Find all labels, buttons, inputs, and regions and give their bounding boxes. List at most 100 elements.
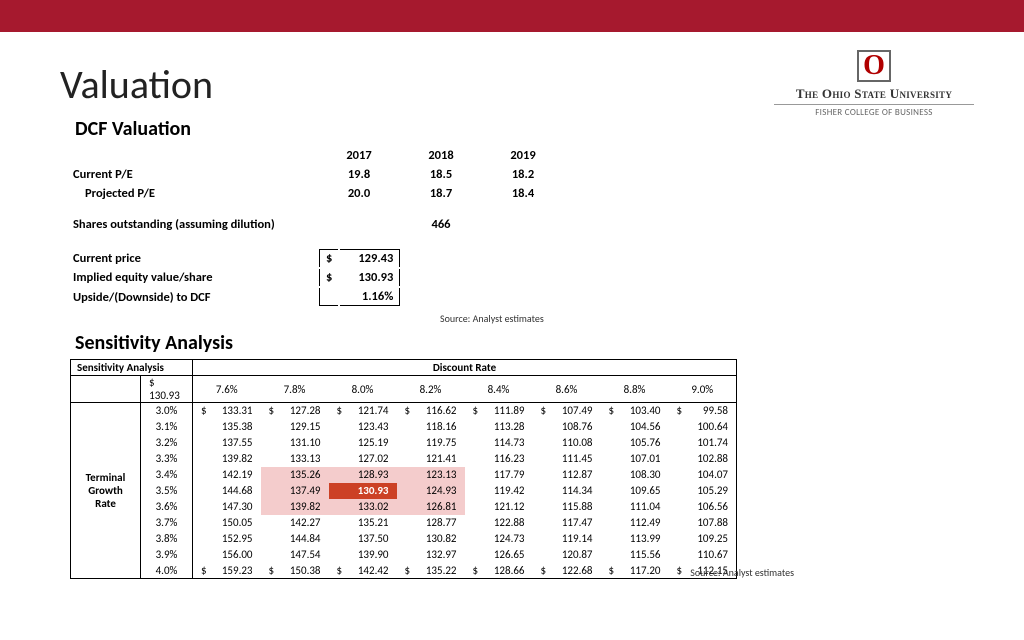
sens-cell: 119.75 bbox=[397, 435, 465, 451]
sens-col-header: 8.0% bbox=[329, 376, 397, 403]
sens-row-header: 3.0% bbox=[141, 403, 193, 419]
sens-cell: 119.42 bbox=[465, 483, 533, 499]
sens-cell: 119.14 bbox=[533, 531, 601, 547]
sens-cell: 100.64 bbox=[669, 419, 737, 435]
top-bar bbox=[0, 0, 1024, 32]
sens-cell: 112.87 bbox=[533, 467, 601, 483]
sens-cell: $117.20 bbox=[601, 563, 669, 579]
sens-cell: $111.89 bbox=[465, 403, 533, 419]
shares-val: 466 bbox=[401, 216, 481, 233]
sens-cell: 110.08 bbox=[533, 435, 601, 451]
sens-cell: $122.68 bbox=[533, 563, 601, 579]
sens-row-header: 4.0% bbox=[141, 563, 193, 579]
dcf-row-label: Projected P/E bbox=[67, 185, 317, 202]
sens-cell: 108.30 bbox=[601, 467, 669, 483]
sens-cell: 108.76 bbox=[533, 419, 601, 435]
price-label: Upside/(Downside) to DCF bbox=[67, 288, 317, 306]
dcf-source: Source: Analyst estimates bbox=[440, 312, 964, 325]
sens-cell: 117.79 bbox=[465, 467, 533, 483]
sens-cell: 122.88 bbox=[465, 515, 533, 531]
price-label: Implied equity value/share bbox=[67, 269, 317, 286]
dcf-row-label: Current P/E bbox=[67, 166, 317, 183]
sens-cell: 113.99 bbox=[601, 531, 669, 547]
sens-row-header: 3.4% bbox=[141, 467, 193, 483]
sens-cell: 137.49 bbox=[261, 483, 329, 499]
sens-cell: 106.56 bbox=[669, 499, 737, 515]
sens-cell: 101.74 bbox=[669, 435, 737, 451]
sens-cell: 135.26 bbox=[261, 467, 329, 483]
sens-cell: 142.19 bbox=[193, 467, 261, 483]
dcf-heading: DCF Valuation bbox=[75, 117, 964, 141]
sens-cell: $128.66 bbox=[465, 563, 533, 579]
sens-cell: $159.23 bbox=[193, 563, 261, 579]
sens-cell: 125.19 bbox=[329, 435, 397, 451]
sens-cell: $121.74 bbox=[329, 403, 397, 419]
sens-cell: 147.54 bbox=[261, 547, 329, 563]
sens-col-header: 7.8% bbox=[261, 376, 329, 403]
price-val: 129.43 bbox=[340, 249, 400, 267]
sens-col-header: 8.8% bbox=[601, 376, 669, 403]
dcf-cell: 18.5 bbox=[401, 166, 481, 183]
price-block: Current price$129.43 Implied equity value… bbox=[65, 247, 402, 308]
sens-cell: 152.95 bbox=[193, 531, 261, 547]
sens-cell: 135.21 bbox=[329, 515, 397, 531]
sens-cell: 137.55 bbox=[193, 435, 261, 451]
sens-cell: 126.81 bbox=[397, 499, 465, 515]
sens-cell: 147.30 bbox=[193, 499, 261, 515]
sens-cell: $135.22 bbox=[397, 563, 465, 579]
sens-row-header: 3.9% bbox=[141, 547, 193, 563]
sens-cell: 133.02 bbox=[329, 499, 397, 515]
sens-cell: 109.25 bbox=[669, 531, 737, 547]
sens-cell: $127.28 bbox=[261, 403, 329, 419]
sens-cell: 115.88 bbox=[533, 499, 601, 515]
sens-row-header: 3.6% bbox=[141, 499, 193, 515]
sens-cell: 117.47 bbox=[533, 515, 601, 531]
sens-cell: 114.34 bbox=[533, 483, 601, 499]
price-prefix: $ bbox=[319, 269, 338, 286]
price-val: 130.93 bbox=[340, 269, 400, 286]
sens-row-header: 3.8% bbox=[141, 531, 193, 547]
sens-row-header: 3.1% bbox=[141, 419, 193, 435]
sens-pivot: $130.93 bbox=[141, 376, 193, 403]
price-val: 1.16% bbox=[340, 288, 400, 306]
sens-cell: $107.49 bbox=[533, 403, 601, 419]
dcf-cell: 20.0 bbox=[319, 185, 399, 202]
sens-cell: 128.77 bbox=[397, 515, 465, 531]
sens-cell: 116.23 bbox=[465, 451, 533, 467]
sens-col-header: 8.2% bbox=[397, 376, 465, 403]
sens-cell: 121.12 bbox=[465, 499, 533, 515]
sens-cell: 113.28 bbox=[465, 419, 533, 435]
sens-cell: 130.93 bbox=[329, 483, 397, 499]
sens-cell: 105.29 bbox=[669, 483, 737, 499]
sens-cell: 144.68 bbox=[193, 483, 261, 499]
sens-cell: 123.43 bbox=[329, 419, 397, 435]
sens-cell: 131.10 bbox=[261, 435, 329, 451]
sens-row-header: 3.7% bbox=[141, 515, 193, 531]
sens-cell: 124.93 bbox=[397, 483, 465, 499]
sens-cell: 123.13 bbox=[397, 467, 465, 483]
price-label: Current price bbox=[67, 249, 317, 267]
year-2: 2019 bbox=[483, 147, 563, 164]
sens-cell: $150.38 bbox=[261, 563, 329, 579]
sens-source: Source: Analyst estimates bbox=[690, 566, 794, 579]
sens-cell: 110.67 bbox=[669, 547, 737, 563]
sens-cell: 120.87 bbox=[533, 547, 601, 563]
sens-cell: 105.76 bbox=[601, 435, 669, 451]
sens-cell: $103.40 bbox=[601, 403, 669, 419]
dcf-cell: 18.7 bbox=[401, 185, 481, 202]
sens-cell: 139.82 bbox=[261, 499, 329, 515]
sens-cell: 128.93 bbox=[329, 467, 397, 483]
dcf-cell: 18.2 bbox=[483, 166, 563, 183]
sens-cell: $133.31 bbox=[193, 403, 261, 419]
sens-cell: 114.73 bbox=[465, 435, 533, 451]
sens-cell: 133.13 bbox=[261, 451, 329, 467]
sens-heading: Sensitivity Analysis bbox=[75, 331, 964, 355]
sens-cell: 111.45 bbox=[533, 451, 601, 467]
sens-cell: 124.73 bbox=[465, 531, 533, 547]
sens-col-header: 7.6% bbox=[193, 376, 261, 403]
sens-row-header: 3.2% bbox=[141, 435, 193, 451]
sens-cell: $142.42 bbox=[329, 563, 397, 579]
sens-cell: 104.07 bbox=[669, 467, 737, 483]
sens-col-header: 8.6% bbox=[533, 376, 601, 403]
sens-cell: 156.00 bbox=[193, 547, 261, 563]
